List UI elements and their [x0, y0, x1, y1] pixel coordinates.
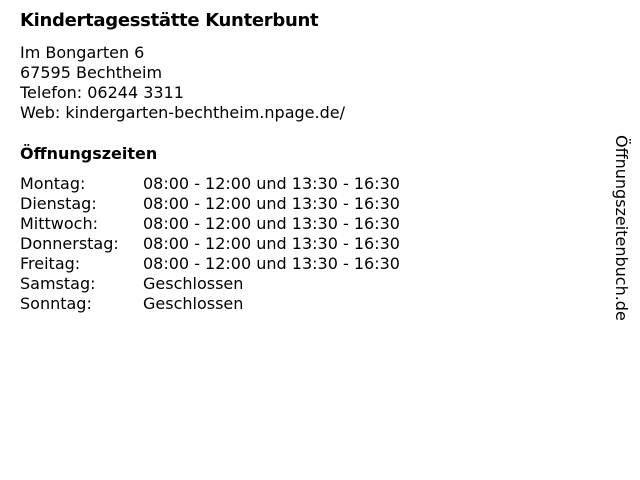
time-value: 08:00 - 12:00 und 13:30 - 16:30: [143, 194, 400, 213]
time-value: Geschlossen: [143, 294, 244, 313]
page-title: Kindertagesstätte Kunterbunt: [20, 10, 319, 31]
hours-heading: Öffnungszeiten: [20, 144, 158, 163]
hours-row: Sonntag: Geschlossen: [20, 294, 400, 314]
day-label: Montag:: [20, 174, 86, 193]
hours-row: Donnerstag: 08:00 - 12:00 und 13:30 - 16:…: [20, 234, 400, 254]
address-block: Im Bongarten 6 67595 Bechtheim Telefon: …: [20, 43, 345, 123]
day-label: Dienstag:: [20, 194, 97, 213]
hours-row: Dienstag: 08:00 - 12:00 und 13:30 - 16:30: [20, 194, 400, 214]
street: Im Bongarten 6: [20, 43, 145, 62]
time-value: 08:00 - 12:00 und 13:30 - 16:30: [143, 234, 400, 253]
phone: Telefon: 06244 3311: [20, 83, 184, 102]
day-label: Mittwoch:: [20, 214, 98, 233]
city: 67595 Bechtheim: [20, 63, 163, 82]
day-label: Donnerstag:: [20, 234, 119, 253]
time-value: 08:00 - 12:00 und 13:30 - 16:30: [143, 254, 400, 273]
time-value: 08:00 - 12:00 und 13:30 - 16:30: [143, 214, 400, 233]
web-link[interactable]: Web: kindergarten-bechtheim.npage.de/: [20, 103, 345, 122]
hours-row: Mittwoch: 08:00 - 12:00 und 13:30 - 16:30: [20, 214, 400, 234]
day-label: Samstag:: [20, 274, 96, 293]
hours-row: Samstag: Geschlossen: [20, 274, 400, 294]
time-value: 08:00 - 12:00 und 13:30 - 16:30: [143, 174, 400, 193]
day-label: Sonntag:: [20, 294, 92, 313]
hours-row: Montag: 08:00 - 12:00 und 13:30 - 16:30: [20, 174, 400, 194]
hours-table: Montag: 08:00 - 12:00 und 13:30 - 16:30 D…: [20, 174, 400, 314]
hours-row: Freitag: 08:00 - 12:00 und 13:30 - 16:30: [20, 254, 400, 274]
time-value: Geschlossen: [143, 274, 244, 293]
side-brand-label: Öffnungszeitenbuch.de: [612, 135, 631, 321]
day-label: Freitag:: [20, 254, 81, 273]
